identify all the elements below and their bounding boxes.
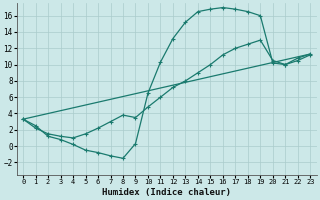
X-axis label: Humidex (Indice chaleur): Humidex (Indice chaleur) [102,188,231,197]
